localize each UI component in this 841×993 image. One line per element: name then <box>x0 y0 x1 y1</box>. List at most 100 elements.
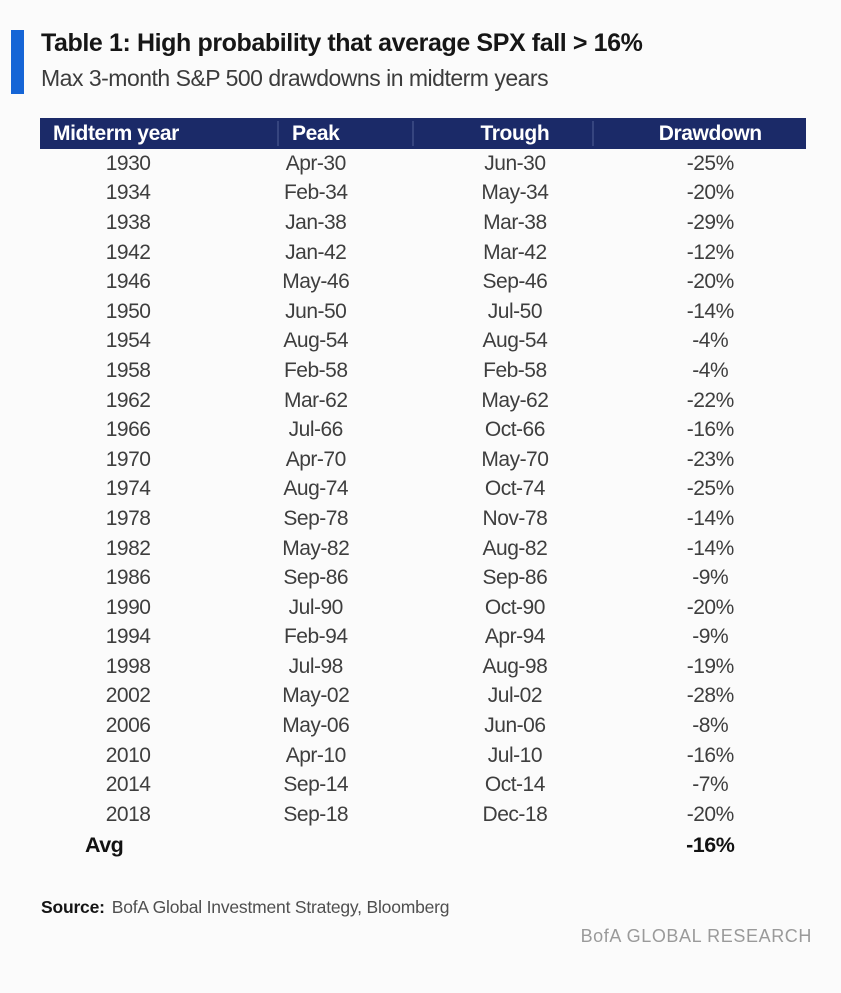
cell-peak: May-02 <box>282 684 350 708</box>
cell-midterm-year: 2018 <box>105 802 151 826</box>
cell-midterm-year: 2002 <box>105 684 151 708</box>
table-row: 1958 Feb-58 Feb-58 -4% <box>40 356 806 386</box>
cell-peak: Apr-70 <box>285 447 347 471</box>
source-text: BofA Global Investment Strategy, Bloombe… <box>111 897 450 917</box>
table-row: 1974 Aug-74 Oct-74 -25% <box>40 475 806 505</box>
cell-drawdown: -9% <box>692 625 729 649</box>
cell-peak: Aug-54 <box>283 329 349 353</box>
cell-midterm-year: 1982 <box>105 536 151 560</box>
cell-drawdown: -25% <box>686 477 735 501</box>
table-row-average: Avg -16% <box>40 830 806 861</box>
cell-trough: Sep-86 <box>482 566 548 590</box>
cell-midterm-year: 1930 <box>105 151 151 175</box>
table-row: 1970 Apr-70 May-70 -23% <box>40 445 806 475</box>
cell-peak: May-82 <box>282 536 350 560</box>
cell-avg-label: Avg <box>85 832 124 857</box>
cell-trough: Oct-90 <box>484 595 546 619</box>
table-row: 1950 Jun-50 Jul-50 -14% <box>40 297 806 327</box>
cell-drawdown: -14% <box>686 536 735 560</box>
column-header-trough: Trough <box>480 121 550 145</box>
cell-peak: Jan-42 <box>285 240 347 264</box>
cell-drawdown: -20% <box>686 595 735 619</box>
cell-drawdown: -9% <box>692 566 729 590</box>
cell-trough: Jun-30 <box>484 151 546 175</box>
cell-drawdown: -25% <box>686 151 735 175</box>
cell-midterm-year: 1994 <box>105 625 151 649</box>
column-header-drawdown: Drawdown <box>658 121 762 145</box>
cell-midterm-year: 2014 <box>105 773 151 797</box>
title-accent-bar <box>11 30 24 94</box>
cell-midterm-year: 1958 <box>105 358 151 382</box>
table-row: 1982 May-82 Aug-82 -14% <box>40 534 806 564</box>
cell-trough: Apr-94 <box>484 625 546 649</box>
exhibit-title: Table 1: High probability that average S… <box>41 29 643 57</box>
cell-trough: Aug-82 <box>482 536 548 560</box>
table-row: 1930 Apr-30 Jun-30 -25% <box>40 149 806 179</box>
cell-trough: May-70 <box>481 447 549 471</box>
cell-peak: Jan-38 <box>285 210 347 234</box>
column-header-midterm-year: Midterm year <box>53 121 179 145</box>
cell-trough: Sep-46 <box>482 270 548 294</box>
cell-peak: Mar-62 <box>283 388 348 412</box>
cell-trough: Mar-38 <box>483 210 547 234</box>
cell-trough: Oct-14 <box>484 773 546 797</box>
cell-peak: Feb-58 <box>283 358 348 382</box>
source-label: Source: <box>41 897 105 917</box>
cell-drawdown: -22% <box>686 388 735 412</box>
table-row: 1938 Jan-38 Mar-38 -29% <box>40 208 806 238</box>
cell-midterm-year: 1970 <box>105 447 151 471</box>
cell-trough: Feb-58 <box>483 358 547 382</box>
cell-drawdown: -20% <box>686 802 735 826</box>
table-row: 1954 Aug-54 Aug-54 -4% <box>40 327 806 357</box>
cell-drawdown: -4% <box>692 329 729 353</box>
cell-peak: Jul-98 <box>288 654 344 678</box>
title-block: Table 1: High probability that average S… <box>41 27 821 92</box>
exhibit-subtitle: Max 3-month S&P 500 drawdowns in midterm… <box>41 64 549 91</box>
cell-trough: May-62 <box>481 388 549 412</box>
cell-midterm-year: 1942 <box>105 240 151 264</box>
cell-drawdown: -29% <box>686 210 735 234</box>
cell-drawdown: -8% <box>692 714 729 738</box>
cell-trough: May-34 <box>481 181 549 205</box>
cell-trough: Aug-98 <box>482 654 548 678</box>
cell-peak: Aug-74 <box>283 477 349 501</box>
cell-peak: Feb-94 <box>283 625 348 649</box>
cell-midterm-year: 2006 <box>105 714 151 738</box>
cell-peak: Jun-50 <box>285 299 347 323</box>
cell-midterm-year: 1978 <box>105 506 151 530</box>
cell-drawdown: -19% <box>686 654 735 678</box>
cell-midterm-year: 1962 <box>105 388 151 412</box>
cell-midterm-year: 1974 <box>105 477 151 501</box>
table-row: 1994 Feb-94 Apr-94 -9% <box>40 623 806 653</box>
cell-peak: May-46 <box>282 270 350 294</box>
cell-midterm-year: 1990 <box>105 595 151 619</box>
cell-drawdown: -20% <box>686 270 735 294</box>
cell-trough: Aug-54 <box>482 329 548 353</box>
table-header-row: Midterm year Peak Trough Drawdown <box>40 118 806 149</box>
cell-peak: Sep-14 <box>283 773 349 797</box>
cell-midterm-year: 1966 <box>105 418 151 442</box>
header-divider-3 <box>591 121 594 146</box>
cell-trough: Jun-06 <box>484 714 546 738</box>
cell-midterm-year: 1954 <box>105 329 151 353</box>
cell-trough: Mar-42 <box>483 240 547 264</box>
cell-peak: Sep-18 <box>283 802 349 826</box>
cell-trough: Jul-02 <box>487 684 543 708</box>
cell-trough: Oct-66 <box>484 418 546 442</box>
cell-drawdown: -16% <box>686 743 735 767</box>
table-row: 1946 May-46 Sep-46 -20% <box>40 267 806 297</box>
bofa-global-research-branding: BofA GLOBAL RESEARCH <box>580 926 812 946</box>
table-row: 2010 Apr-10 Jul-10 -16% <box>40 741 806 771</box>
cell-peak: Apr-10 <box>285 743 347 767</box>
cell-drawdown: -4% <box>692 358 729 382</box>
table-row: 1990 Jul-90 Oct-90 -20% <box>40 593 806 623</box>
cell-midterm-year: 2010 <box>105 743 151 767</box>
table-row: 1934 Feb-34 May-34 -20% <box>40 179 806 209</box>
cell-midterm-year: 1938 <box>105 210 151 234</box>
table-row: 1978 Sep-78 Nov-78 -14% <box>40 504 806 534</box>
cell-midterm-year: 1950 <box>105 299 151 323</box>
table-row: 2018 Sep-18 Dec-18 -20% <box>40 800 806 830</box>
cell-peak: Apr-30 <box>285 151 347 175</box>
table-row: 1986 Sep-86 Sep-86 -9% <box>40 563 806 593</box>
